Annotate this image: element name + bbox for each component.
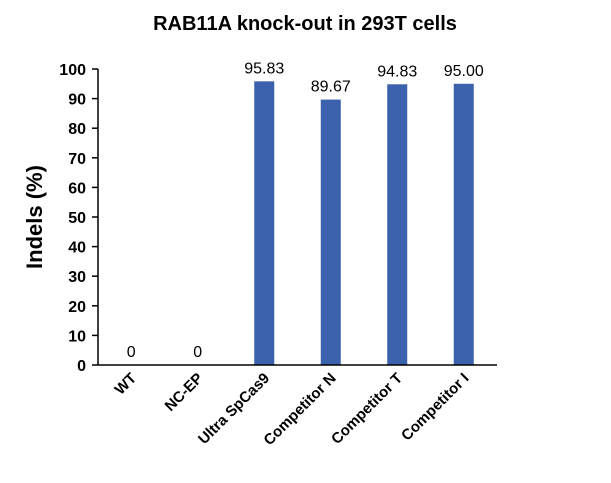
y-tick-label: 20 — [68, 299, 86, 316]
chart-title: RAB11A knock-out in 293T cells — [153, 13, 457, 35]
value-label: 95.00 — [444, 63, 484, 80]
bar — [254, 81, 275, 365]
y-axis-label: Indels (%) — [22, 165, 47, 269]
x-tick-label: Competitor T — [328, 370, 406, 448]
y-tick-label: 70 — [68, 151, 86, 168]
bar — [453, 83, 474, 366]
value-label: 0 — [127, 344, 136, 361]
y-tick-label: 100 — [59, 62, 86, 79]
y-tick-label: 60 — [68, 180, 86, 197]
value-label: 89.67 — [311, 79, 351, 96]
bar — [320, 99, 341, 366]
y-tick-label: 80 — [68, 121, 86, 138]
y-tick-label: 10 — [68, 328, 86, 345]
value-label: 94.83 — [377, 63, 417, 80]
y-tick-label: 40 — [68, 240, 86, 257]
y-tick-label: 0 — [77, 358, 86, 375]
x-tick-label: WT — [112, 370, 141, 399]
y-tick-label: 90 — [68, 92, 86, 109]
y-tick-label: 30 — [68, 269, 86, 286]
value-label: 0 — [193, 344, 202, 361]
bar — [387, 84, 408, 366]
x-tick-label: Competitor I — [398, 370, 472, 444]
x-tick-label: NC-EP — [162, 370, 207, 415]
value-label: 95.83 — [244, 60, 284, 77]
y-tick-label: 50 — [68, 210, 86, 227]
